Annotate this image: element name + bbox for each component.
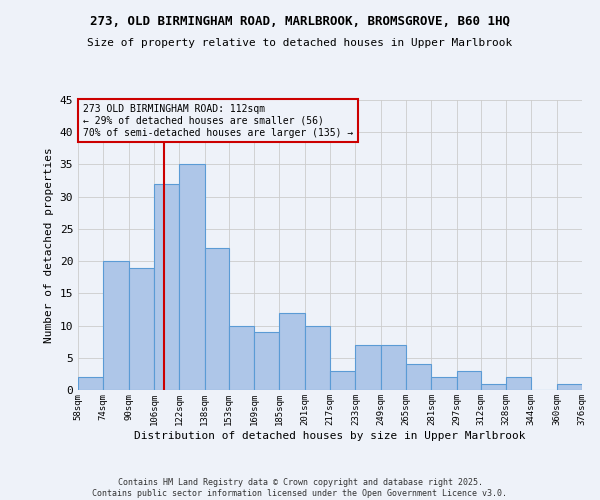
Bar bbox=[355, 345, 381, 390]
Bar bbox=[305, 326, 330, 390]
Text: Size of property relative to detached houses in Upper Marlbrook: Size of property relative to detached ho… bbox=[88, 38, 512, 48]
Bar bbox=[103, 261, 129, 390]
Text: Contains HM Land Registry data © Crown copyright and database right 2025.
Contai: Contains HM Land Registry data © Crown c… bbox=[92, 478, 508, 498]
X-axis label: Distribution of detached houses by size in Upper Marlbrook: Distribution of detached houses by size … bbox=[134, 430, 526, 440]
Bar bbox=[179, 164, 205, 390]
Bar bbox=[381, 345, 406, 390]
Bar bbox=[330, 370, 355, 390]
Bar bbox=[154, 184, 179, 390]
Text: 273 OLD BIRMINGHAM ROAD: 112sqm
← 29% of detached houses are smaller (56)
70% of: 273 OLD BIRMINGHAM ROAD: 112sqm ← 29% of… bbox=[83, 104, 353, 138]
Bar bbox=[205, 248, 229, 390]
Bar bbox=[506, 377, 531, 390]
Bar bbox=[229, 326, 254, 390]
Y-axis label: Number of detached properties: Number of detached properties bbox=[44, 147, 54, 343]
Bar bbox=[78, 377, 103, 390]
Bar bbox=[279, 312, 305, 390]
Text: 273, OLD BIRMINGHAM ROAD, MARLBROOK, BROMSGROVE, B60 1HQ: 273, OLD BIRMINGHAM ROAD, MARLBROOK, BRO… bbox=[90, 15, 510, 28]
Bar bbox=[457, 370, 481, 390]
Bar bbox=[431, 377, 457, 390]
Bar bbox=[557, 384, 582, 390]
Bar bbox=[481, 384, 506, 390]
Bar bbox=[129, 268, 154, 390]
Bar bbox=[254, 332, 279, 390]
Bar bbox=[406, 364, 431, 390]
